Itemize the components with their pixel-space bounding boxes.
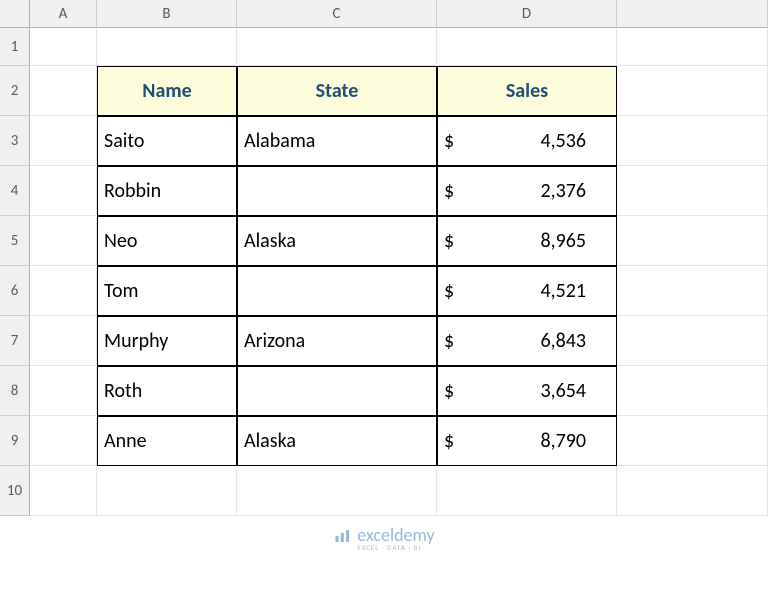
cell-name-4[interactable]: Murphy xyxy=(97,316,237,366)
currency-symbol: $ xyxy=(444,129,454,153)
col-head-d[interactable]: D xyxy=(437,0,617,28)
currency-symbol: $ xyxy=(444,179,454,203)
cell-state-5[interactable] xyxy=(237,366,437,416)
currency-symbol: $ xyxy=(444,379,454,403)
cell-a5[interactable] xyxy=(30,216,97,266)
watermark-text: exceldemy xyxy=(357,526,434,544)
cell-name-5[interactable]: Roth xyxy=(97,366,237,416)
cell-state-2[interactable]: Alaska xyxy=(237,216,437,266)
cell-b1[interactable] xyxy=(97,28,237,66)
row-head-1[interactable]: 1 xyxy=(0,28,30,66)
cell-e8[interactable] xyxy=(617,366,768,416)
sales-value: 2,376 xyxy=(540,179,586,203)
col-head-c[interactable]: C xyxy=(237,0,437,28)
col-head-extra[interactable] xyxy=(617,0,768,28)
cell-sales-5[interactable]: $3,654 xyxy=(437,366,617,416)
watermark-subtitle: EXCEL · DATA · BI xyxy=(357,544,434,551)
header-name[interactable]: Name xyxy=(97,66,237,116)
cell-e3[interactable] xyxy=(617,116,768,166)
row-head-4[interactable]: 4 xyxy=(0,166,30,216)
cell-state-4[interactable]: Arizona xyxy=(237,316,437,366)
cell-e6[interactable] xyxy=(617,266,768,316)
row-head-7[interactable]: 7 xyxy=(0,316,30,366)
cell-c1[interactable] xyxy=(237,28,437,66)
row-head-2[interactable]: 2 xyxy=(0,66,30,116)
sales-value: 3,654 xyxy=(540,379,586,403)
watermark: exceldemy EXCEL · DATA · BI xyxy=(333,526,434,551)
row-head-10[interactable]: 10 xyxy=(0,466,30,516)
cell-name-3[interactable]: Tom xyxy=(97,266,237,316)
cell-state-1[interactable] xyxy=(237,166,437,216)
row-head-5[interactable]: 5 xyxy=(0,216,30,266)
cell-d1[interactable] xyxy=(437,28,617,66)
cell-d10[interactable] xyxy=(437,466,617,516)
col-head-a[interactable]: A xyxy=(30,0,97,28)
currency-symbol: $ xyxy=(444,429,454,453)
currency-symbol: $ xyxy=(444,279,454,303)
cell-state-0[interactable]: Alabama xyxy=(237,116,437,166)
cell-sales-3[interactable]: $4,521 xyxy=(437,266,617,316)
chart-icon xyxy=(333,527,351,550)
cell-sales-0[interactable]: $4,536 xyxy=(437,116,617,166)
cell-e2[interactable] xyxy=(617,66,768,116)
cell-name-0[interactable]: Saito xyxy=(97,116,237,166)
cell-a7[interactable] xyxy=(30,316,97,366)
cell-e1[interactable] xyxy=(617,28,768,66)
cell-sales-1[interactable]: $2,376 xyxy=(437,166,617,216)
sales-value: 8,790 xyxy=(540,429,586,453)
spreadsheet-grid: A B C D 1 2 Name State Sales 3 Saito Ala… xyxy=(0,0,768,516)
cell-sales-2[interactable]: $8,965 xyxy=(437,216,617,266)
row-head-3[interactable]: 3 xyxy=(0,116,30,166)
cell-sales-4[interactable]: $6,843 xyxy=(437,316,617,366)
cell-a9[interactable] xyxy=(30,416,97,466)
currency-symbol: $ xyxy=(444,229,454,253)
header-state[interactable]: State xyxy=(237,66,437,116)
header-sales[interactable]: Sales xyxy=(437,66,617,116)
sales-value: 4,521 xyxy=(540,279,586,303)
cell-a8[interactable] xyxy=(30,366,97,416)
cell-e5[interactable] xyxy=(617,216,768,266)
cell-e7[interactable] xyxy=(617,316,768,366)
cell-a10[interactable] xyxy=(30,466,97,516)
cell-state-6[interactable]: Alaska xyxy=(237,416,437,466)
cell-a6[interactable] xyxy=(30,266,97,316)
cell-name-6[interactable]: Anne xyxy=(97,416,237,466)
sales-value: 4,536 xyxy=(540,129,586,153)
cell-c10[interactable] xyxy=(237,466,437,516)
cell-a2[interactable] xyxy=(30,66,97,116)
currency-symbol: $ xyxy=(444,329,454,353)
cell-a3[interactable] xyxy=(30,116,97,166)
sales-value: 8,965 xyxy=(540,229,586,253)
sales-value: 6,843 xyxy=(540,329,586,353)
row-head-9[interactable]: 9 xyxy=(0,416,30,466)
row-head-6[interactable]: 6 xyxy=(0,266,30,316)
col-head-b[interactable]: B xyxy=(97,0,237,28)
cell-a1[interactable] xyxy=(30,28,97,66)
cell-e4[interactable] xyxy=(617,166,768,216)
cell-state-3[interactable] xyxy=(237,266,437,316)
cell-e9[interactable] xyxy=(617,416,768,466)
select-all-corner[interactable] xyxy=(0,0,30,28)
cell-b10[interactable] xyxy=(97,466,237,516)
cell-sales-6[interactable]: $8,790 xyxy=(437,416,617,466)
cell-e10[interactable] xyxy=(617,466,768,516)
cell-name-1[interactable]: Robbin xyxy=(97,166,237,216)
cell-name-2[interactable]: Neo xyxy=(97,216,237,266)
row-head-8[interactable]: 8 xyxy=(0,366,30,416)
cell-a4[interactable] xyxy=(30,166,97,216)
